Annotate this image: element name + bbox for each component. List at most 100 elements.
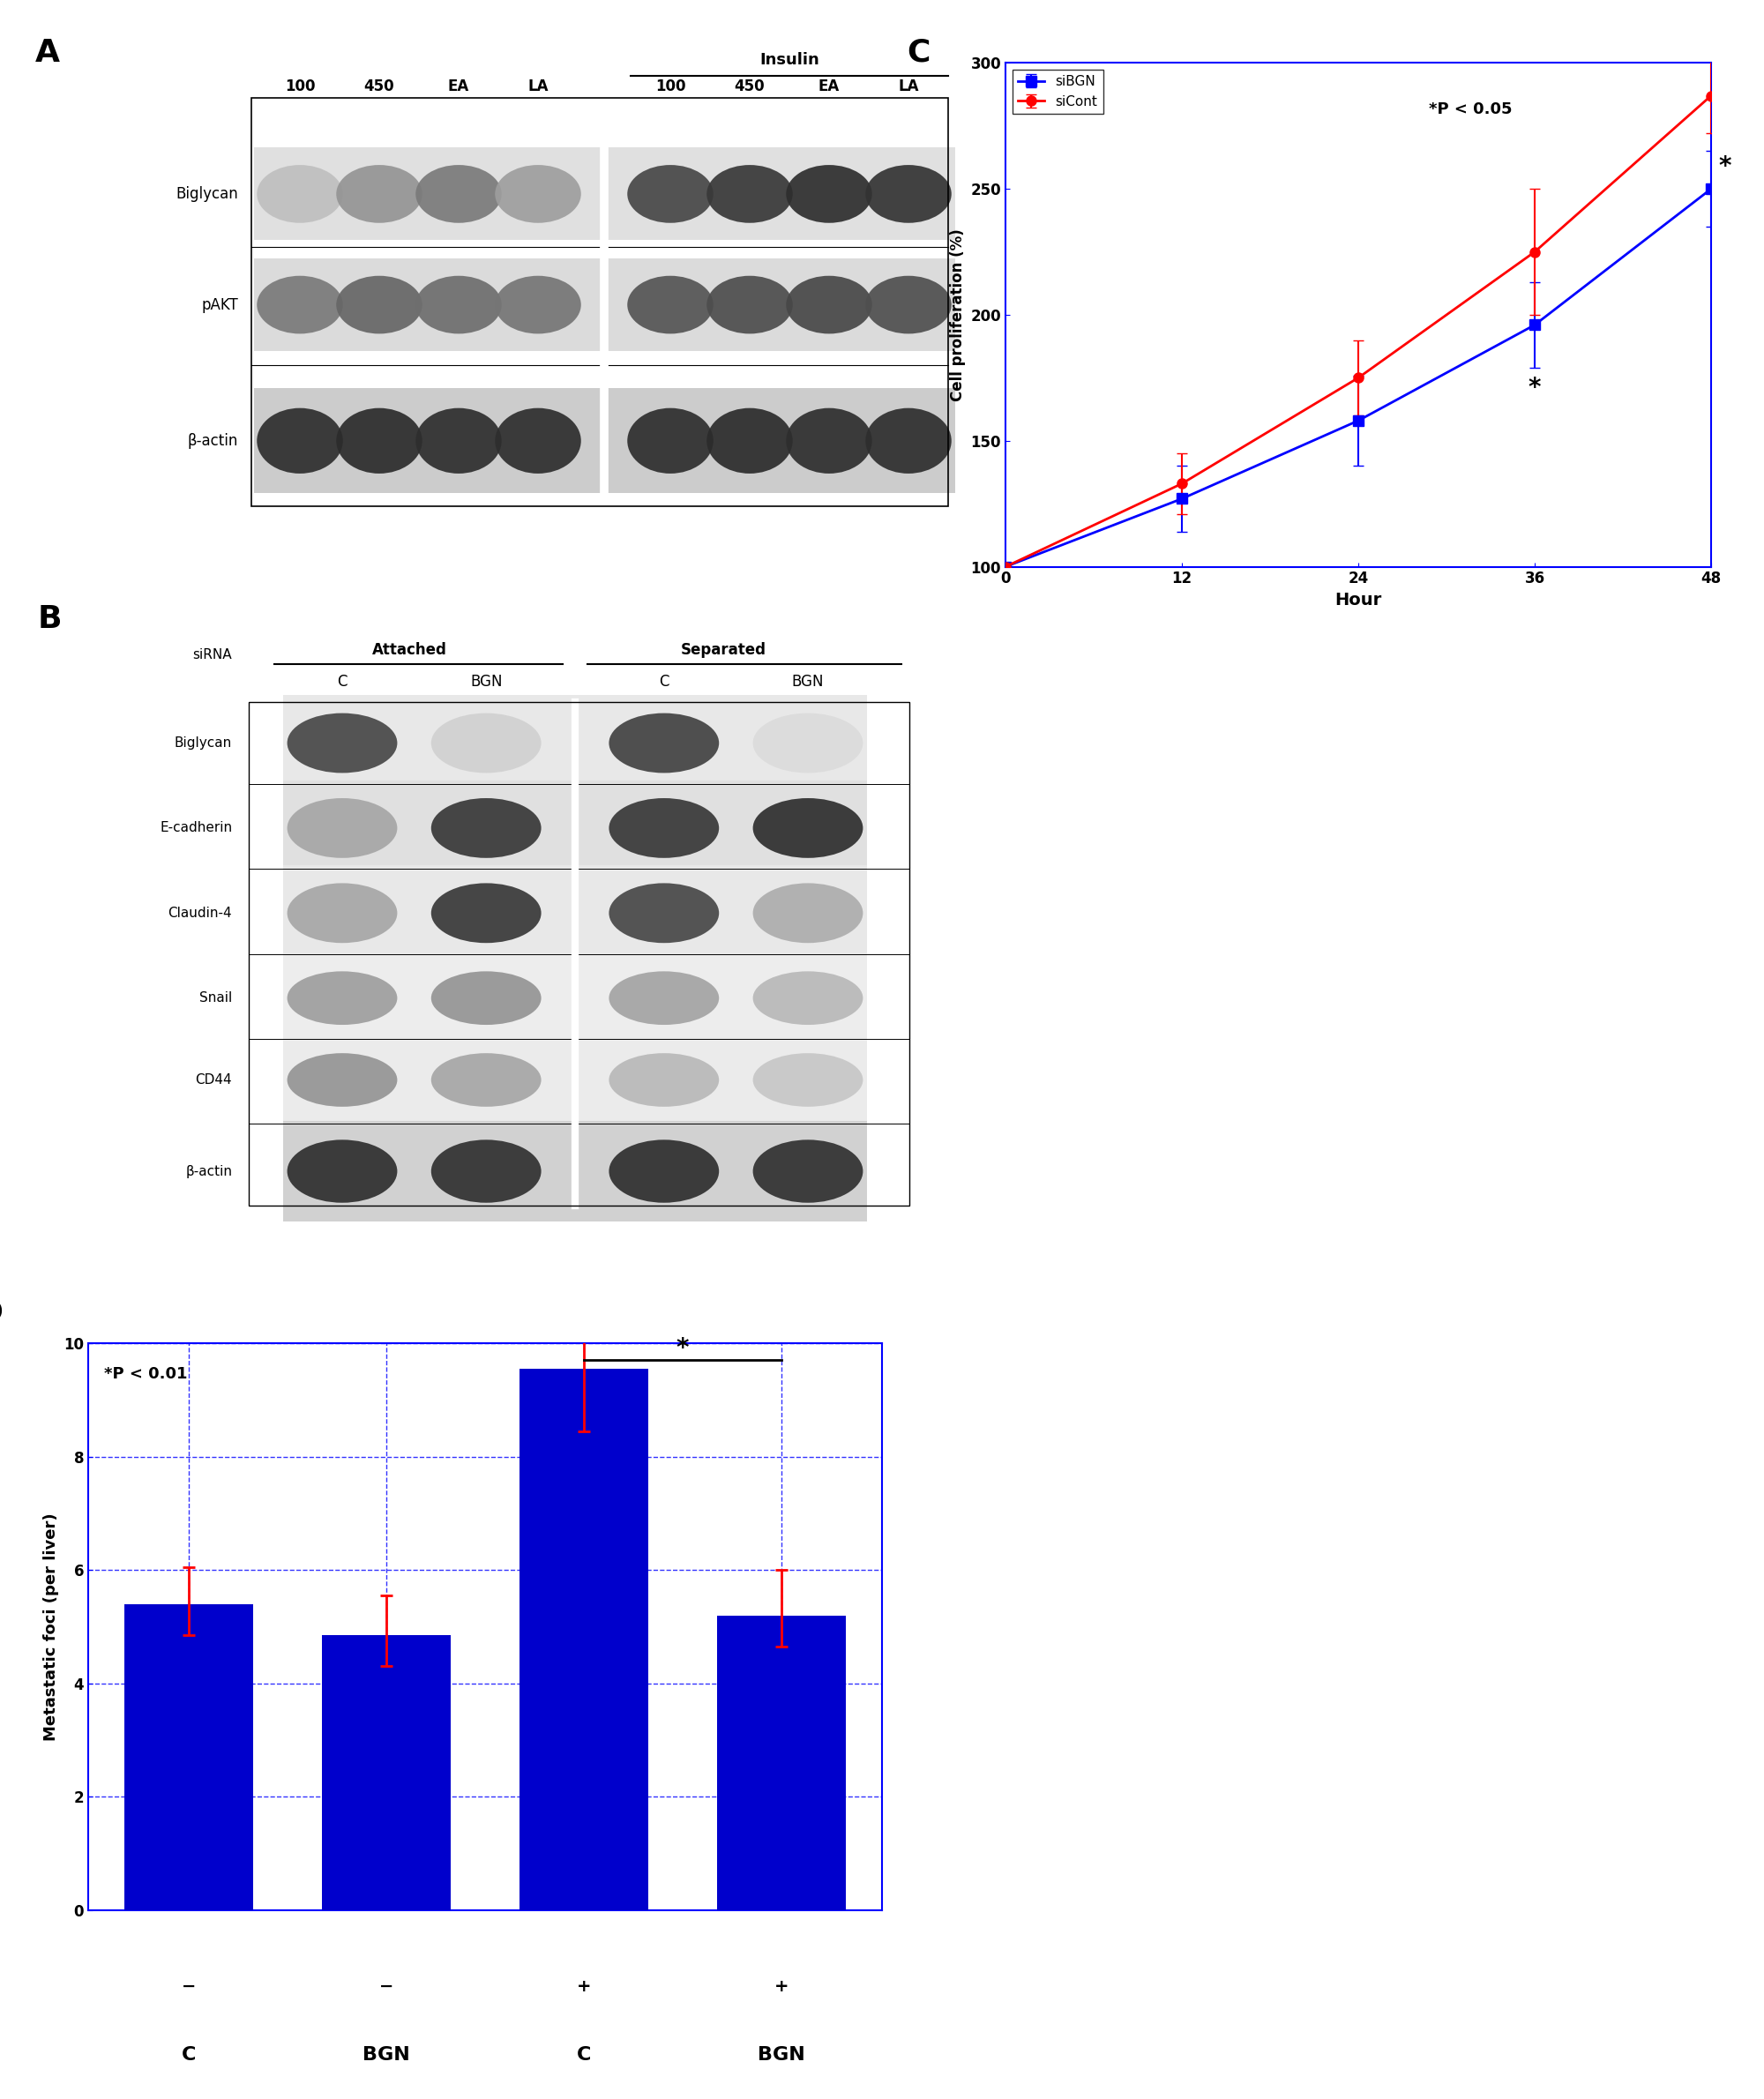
Text: CD44: CD44 bbox=[196, 1073, 233, 1087]
Text: 450: 450 bbox=[363, 78, 395, 94]
Text: *P < 0.05: *P < 0.05 bbox=[1429, 101, 1512, 118]
Text: Biglycan: Biglycan bbox=[175, 737, 233, 749]
Ellipse shape bbox=[753, 798, 863, 858]
Ellipse shape bbox=[337, 275, 422, 334]
Text: C: C bbox=[182, 2047, 196, 2063]
Bar bbox=[252, 99, 949, 506]
Ellipse shape bbox=[866, 407, 951, 474]
Ellipse shape bbox=[258, 275, 342, 334]
Text: LA: LA bbox=[527, 78, 549, 94]
Bar bbox=[520, 1369, 647, 1910]
Bar bbox=[254, 388, 954, 493]
Text: β-actin: β-actin bbox=[185, 1165, 233, 1178]
Ellipse shape bbox=[628, 275, 713, 334]
Ellipse shape bbox=[609, 798, 720, 858]
Text: Attached: Attached bbox=[372, 642, 448, 659]
Text: LA: LA bbox=[898, 78, 919, 94]
Text: Snail: Snail bbox=[199, 991, 233, 1005]
Text: BGN: BGN bbox=[759, 2047, 806, 2063]
Ellipse shape bbox=[707, 407, 792, 474]
Text: B: B bbox=[37, 605, 62, 634]
Text: BGN: BGN bbox=[469, 674, 503, 691]
Text: −: − bbox=[182, 1977, 196, 1994]
Bar bbox=[718, 1616, 847, 1910]
Ellipse shape bbox=[430, 798, 542, 858]
Bar bbox=[249, 701, 910, 1205]
Ellipse shape bbox=[258, 166, 342, 222]
Ellipse shape bbox=[430, 884, 542, 942]
Ellipse shape bbox=[288, 1140, 397, 1203]
Ellipse shape bbox=[609, 714, 720, 772]
Ellipse shape bbox=[609, 884, 720, 942]
Ellipse shape bbox=[707, 166, 792, 222]
Y-axis label: Metastatic foci (per liver): Metastatic foci (per liver) bbox=[42, 1513, 58, 1740]
Text: A: A bbox=[35, 38, 60, 67]
Text: *P < 0.01: *P < 0.01 bbox=[104, 1366, 187, 1381]
Ellipse shape bbox=[609, 972, 720, 1024]
Text: +: + bbox=[774, 1977, 789, 1994]
Text: β-actin: β-actin bbox=[187, 432, 238, 449]
Bar bbox=[282, 695, 868, 791]
Ellipse shape bbox=[416, 166, 501, 222]
Bar bbox=[254, 258, 954, 351]
Ellipse shape bbox=[609, 1054, 720, 1106]
Ellipse shape bbox=[753, 1054, 863, 1106]
Text: E-cadherin: E-cadherin bbox=[161, 821, 233, 835]
Ellipse shape bbox=[430, 1054, 542, 1106]
Ellipse shape bbox=[430, 1140, 542, 1203]
Bar bbox=[282, 955, 868, 1041]
Bar bbox=[282, 1121, 868, 1222]
Text: siRNA: siRNA bbox=[192, 649, 233, 661]
Text: *: * bbox=[1718, 155, 1730, 178]
Legend: siBGN, siCont: siBGN, siCont bbox=[1013, 69, 1102, 113]
Bar bbox=[282, 1037, 868, 1123]
Text: BGN: BGN bbox=[792, 674, 824, 691]
Ellipse shape bbox=[288, 1054, 397, 1106]
Ellipse shape bbox=[609, 1140, 720, 1203]
X-axis label: Hour: Hour bbox=[1335, 592, 1381, 609]
Text: C: C bbox=[337, 674, 348, 691]
Ellipse shape bbox=[707, 275, 792, 334]
Text: +: + bbox=[577, 1977, 591, 1994]
Text: C: C bbox=[660, 674, 669, 691]
Ellipse shape bbox=[753, 884, 863, 942]
Text: −: − bbox=[379, 1977, 393, 1994]
Text: Separated: Separated bbox=[681, 642, 766, 659]
Ellipse shape bbox=[288, 714, 397, 772]
Text: pAKT: pAKT bbox=[201, 296, 238, 313]
Ellipse shape bbox=[787, 166, 871, 222]
Bar bbox=[282, 781, 868, 875]
Text: C: C bbox=[907, 38, 930, 67]
Text: Insulin: Insulin bbox=[760, 52, 818, 67]
Ellipse shape bbox=[628, 407, 713, 474]
Ellipse shape bbox=[288, 972, 397, 1024]
Ellipse shape bbox=[866, 166, 951, 222]
Text: 100: 100 bbox=[654, 78, 686, 94]
Ellipse shape bbox=[866, 275, 951, 334]
Ellipse shape bbox=[288, 884, 397, 942]
Bar bbox=[254, 147, 954, 239]
Ellipse shape bbox=[337, 407, 422, 474]
Text: 100: 100 bbox=[284, 78, 316, 94]
Text: D: D bbox=[0, 1297, 4, 1329]
Ellipse shape bbox=[288, 798, 397, 858]
Text: 450: 450 bbox=[734, 78, 766, 94]
Text: C: C bbox=[577, 2047, 591, 2063]
Ellipse shape bbox=[496, 407, 580, 474]
Ellipse shape bbox=[496, 166, 580, 222]
Text: *: * bbox=[676, 1337, 690, 1360]
Bar bbox=[323, 1635, 450, 1910]
Text: BGN: BGN bbox=[363, 2047, 409, 2063]
Ellipse shape bbox=[496, 275, 580, 334]
Ellipse shape bbox=[258, 407, 342, 474]
Ellipse shape bbox=[430, 972, 542, 1024]
Text: EA: EA bbox=[448, 78, 469, 94]
Bar bbox=[123, 1604, 252, 1910]
Text: EA: EA bbox=[818, 78, 840, 94]
Ellipse shape bbox=[787, 275, 871, 334]
Text: Claudin-4: Claudin-4 bbox=[168, 907, 233, 919]
Ellipse shape bbox=[753, 1140, 863, 1203]
Y-axis label: Cell proliferation (%): Cell proliferation (%) bbox=[949, 229, 965, 401]
Ellipse shape bbox=[430, 714, 542, 772]
Ellipse shape bbox=[337, 166, 422, 222]
